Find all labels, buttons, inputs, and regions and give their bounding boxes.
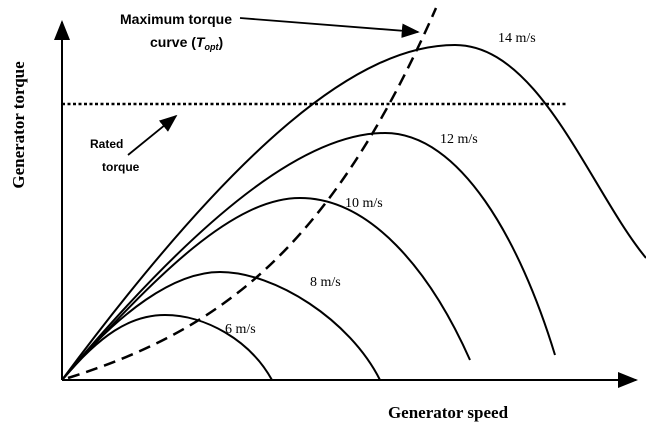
curve-8 (61, 270, 381, 381)
max-torque-arrow (239, 17, 420, 38)
curve-12 (61, 131, 556, 381)
annotation: curve ( (150, 34, 196, 50)
curve-label: 12 m/s (440, 132, 478, 147)
annotation: Maximum torque (120, 11, 232, 27)
curve-label: 8 m/s (310, 275, 341, 290)
y-axis-label: Generator torque (9, 61, 28, 189)
curve-label: 10 m/s (345, 196, 383, 211)
x-axis-label: Generator speed (388, 403, 509, 422)
curve-label: 6 m/s (225, 322, 256, 337)
rated-arrow (127, 114, 178, 156)
max-torque-curve (67, 7, 438, 380)
curve-10 (61, 196, 471, 381)
annotation: Rated (90, 137, 123, 151)
curve-14 (61, 43, 646, 381)
annotation: opt (204, 42, 219, 52)
annotation: curve (Topt) (150, 34, 223, 52)
annotation: T (196, 34, 206, 50)
annotation: ) (218, 34, 223, 50)
annotation: torque (102, 160, 140, 174)
curve-6 (61, 313, 273, 381)
curve-label: 14 m/s (498, 31, 536, 46)
